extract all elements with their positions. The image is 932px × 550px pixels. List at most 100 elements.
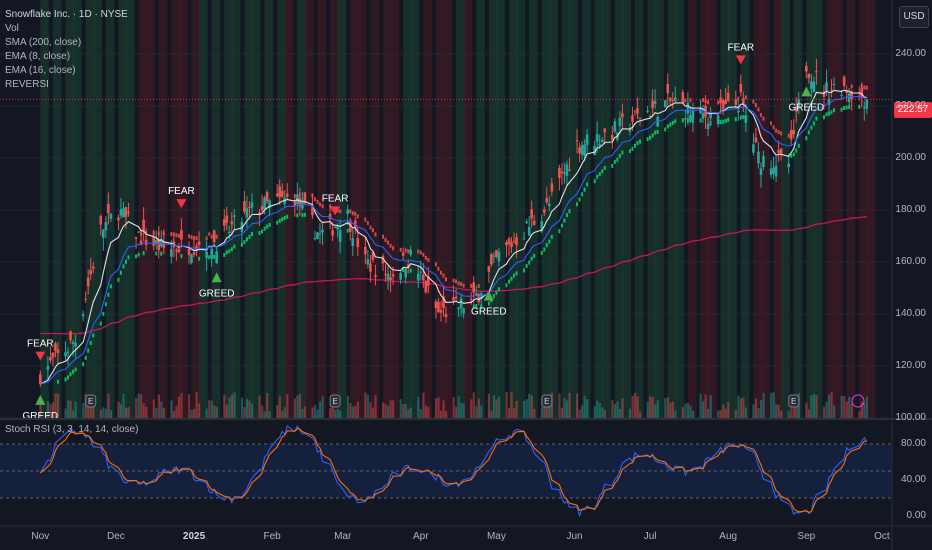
volume-bar [49, 404, 52, 418]
volume-bar [266, 393, 269, 418]
regime-band [231, 0, 241, 418]
reversi-dot [742, 115, 745, 120]
legend-sma[interactable]: SMA (200, close) [5, 37, 82, 48]
volume-bar [225, 404, 228, 418]
volume-bar [699, 394, 702, 418]
candle-body [474, 293, 478, 296]
reversi-dot [510, 276, 513, 281]
reversi-dot [593, 179, 596, 184]
candle-body [754, 137, 758, 143]
regime-band [866, 0, 876, 418]
regime-band [383, 0, 392, 418]
currency-button[interactable]: USD [899, 6, 929, 28]
volume-bar [792, 398, 795, 418]
candle-body [152, 236, 156, 246]
reversi-dot [815, 116, 818, 121]
reversi-dot [759, 113, 762, 118]
volume-bar [366, 394, 370, 418]
symbol-title[interactable]: Snowflake Inc. · 1D · NYSE [5, 9, 128, 20]
volume-bar [530, 395, 533, 418]
volume-bar [754, 398, 758, 418]
volume-bar [127, 407, 130, 418]
volume-bar [208, 399, 211, 418]
legend-ema8[interactable]: EMA (8, close) [5, 51, 71, 62]
volume-bar [533, 409, 536, 418]
candle-body [212, 230, 216, 242]
volume-bar [513, 408, 516, 418]
candle-body [845, 90, 848, 93]
reversi-dot [805, 136, 808, 141]
reversi-dot [422, 252, 425, 257]
reversi-dot [374, 232, 377, 237]
volume-bar [664, 398, 667, 418]
reversi-dot [576, 202, 579, 207]
reversi-dot [382, 234, 385, 239]
reversi-dot [72, 369, 75, 374]
reversi-dot [452, 278, 455, 283]
volume-bar [351, 406, 354, 418]
volume-bar [734, 409, 737, 418]
volume-bar [321, 396, 324, 418]
price-axis-label: 120.00 [895, 360, 926, 371]
candle-body [512, 241, 516, 243]
reversi-dot [119, 270, 122, 275]
current-price-tag: 222.57 [894, 102, 932, 118]
regime-band [634, 0, 644, 418]
reversi-dot [545, 243, 548, 248]
volume-bar [666, 397, 669, 418]
candle-body [117, 217, 120, 221]
legend-ema16[interactable]: EMA (16, close) [5, 65, 76, 76]
candle-body [49, 357, 52, 361]
volume-bar [331, 400, 334, 418]
candle-body [686, 102, 690, 114]
reversi-dot [172, 232, 175, 237]
candle-body [424, 280, 428, 293]
reversi-dot [437, 266, 440, 271]
reversi-dot [155, 251, 158, 256]
reversi-dot [628, 149, 631, 154]
legend-vol[interactable]: Vol [5, 23, 19, 34]
candle-body [422, 274, 425, 281]
candle-body [313, 237, 317, 239]
candle-body [487, 265, 491, 272]
reversi-dot [669, 122, 672, 127]
volume-bar [840, 395, 843, 418]
reversi-dot [664, 127, 667, 132]
volume-bar [180, 392, 183, 418]
candle-body [248, 206, 251, 208]
reversi-dot [419, 250, 422, 255]
stoch-rsi-label[interactable]: Stoch RSI (3, 3, 14, 14, close) [5, 424, 139, 435]
fear-arrow [735, 55, 746, 65]
candle-body [681, 92, 685, 104]
volume-bar [845, 401, 848, 418]
time-axis-label: Oct [874, 531, 890, 542]
candle-body [651, 100, 654, 108]
volume-bar [51, 402, 55, 418]
legend-reversi[interactable]: REVERSI [5, 79, 49, 90]
candle-body [439, 310, 443, 313]
volume-bar [434, 398, 438, 418]
reversi-dot [822, 115, 825, 120]
regime-band [410, 0, 420, 418]
reversi-dot [175, 233, 178, 238]
regime-band [476, 0, 485, 418]
volume-bar [109, 410, 113, 418]
reversi-dot [460, 281, 463, 286]
candle-body [119, 209, 123, 216]
reversi-dot [107, 292, 110, 297]
reversi-dot [550, 234, 553, 239]
candle-body [190, 254, 193, 264]
volume-bar [69, 400, 72, 418]
volume-bar [780, 410, 783, 418]
volume-bar [268, 411, 271, 418]
candle-body [558, 167, 561, 179]
reversi-dot [283, 215, 286, 220]
candle-body [278, 186, 281, 198]
candle-body [580, 144, 584, 155]
candle-body [507, 238, 511, 244]
volume-bar [364, 392, 367, 418]
candle-body [762, 156, 765, 168]
reversi-dot [356, 214, 359, 219]
volume-bar [402, 403, 405, 418]
